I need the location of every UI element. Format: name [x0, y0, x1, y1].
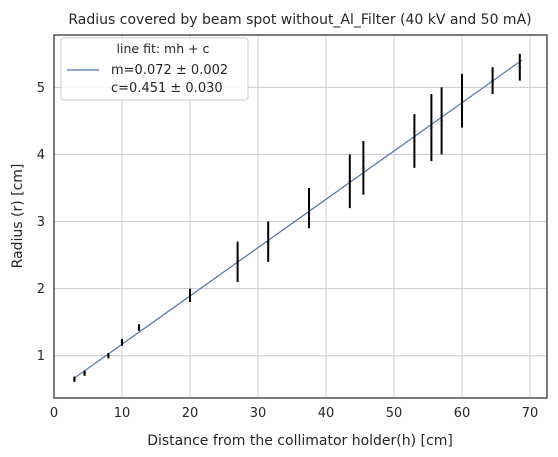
x-tick-label: 30: [250, 406, 267, 421]
fit-line: [74, 59, 523, 379]
legend-box: [60, 37, 249, 101]
legend-title: line fit: mh + c: [117, 41, 210, 56]
x-axis-ticks: 0 10 20 30 40 50 60 70: [50, 406, 538, 421]
x-tick-label: 50: [386, 406, 403, 421]
y-tick-label: 1: [37, 349, 45, 364]
data-point: [73, 378, 76, 381]
data-point: [348, 180, 351, 183]
x-tick-label: 0: [50, 406, 58, 421]
data-point: [460, 99, 464, 102]
y-axis-label: Radius (r) [cm]: [10, 164, 26, 269]
data-point: [107, 354, 110, 357]
legend-entry-c: c=0.451 ± 0.030: [111, 81, 223, 96]
data-point: [236, 260, 239, 263]
y-tick-label: 4: [37, 148, 45, 163]
data-points: [73, 53, 521, 382]
plot-frame: [53, 34, 548, 399]
data-point: [491, 79, 494, 82]
y-tick-label: 2: [37, 282, 45, 297]
data-point: [120, 341, 124, 344]
x-tick-label: 60: [454, 406, 471, 421]
x-tick-label: 70: [522, 406, 539, 421]
y-tick-label: 5: [37, 81, 45, 96]
data-point: [137, 326, 141, 329]
legend: line fit: mh + c m=0.072 ± 0.002 c=0.451…: [60, 37, 249, 101]
chart-title: Radius covered by beam spot without_Al_F…: [68, 12, 531, 28]
x-tick-label: 20: [182, 406, 199, 421]
legend-entry-m: m=0.072 ± 0.002: [111, 63, 228, 78]
data-point: [267, 240, 270, 243]
x-tick-label: 10: [114, 406, 131, 421]
data-point: [83, 371, 86, 375]
fit-line-group: [74, 59, 523, 379]
x-axis-label: Distance from the collimator holder(h) […: [147, 433, 453, 449]
y-axis-ticks: 1 2 3 4 5: [37, 81, 45, 364]
data-point: [188, 294, 192, 297]
x-tick-label: 40: [318, 406, 335, 421]
y-tick-label: 3: [37, 215, 45, 230]
data-point: [430, 126, 433, 129]
data-point: [307, 206, 311, 210]
data-point: [440, 119, 443, 123]
data-point: [518, 66, 521, 69]
data-point: [362, 166, 365, 170]
data-point: [413, 139, 416, 143]
